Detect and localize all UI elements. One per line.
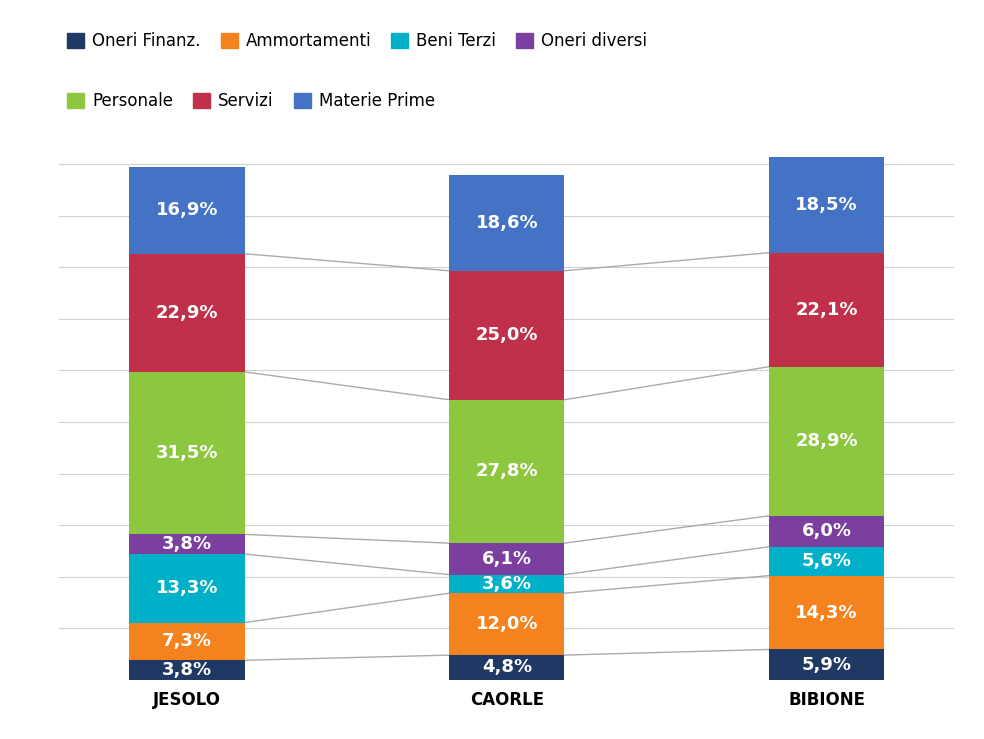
Bar [450,175,565,270]
Text: 28,9%: 28,9% [795,432,858,450]
Text: 12,0%: 12,0% [475,615,538,633]
Text: 18,5%: 18,5% [795,196,858,214]
Text: 16,9%: 16,9% [155,201,218,219]
Bar [130,660,245,680]
Text: 22,1%: 22,1% [795,301,858,319]
Text: 31,5%: 31,5% [155,444,218,462]
Bar [130,554,245,623]
Bar [769,157,885,253]
Bar [769,253,885,367]
Text: 5,9%: 5,9% [802,655,851,674]
Legend: Personale, Servizi, Materie Prime: Personale, Servizi, Materie Prime [67,92,435,110]
Text: 18,6%: 18,6% [475,214,538,232]
Bar [450,270,565,400]
Text: 3,8%: 3,8% [162,661,212,679]
Bar [130,166,245,253]
Bar [450,655,565,680]
Bar [130,372,245,534]
Bar [769,367,885,516]
Bar [769,576,885,650]
Bar [130,623,245,660]
Bar [450,593,565,655]
Bar [450,400,565,543]
Text: 7,3%: 7,3% [162,633,212,650]
Text: 3,8%: 3,8% [162,535,212,554]
Bar [130,253,245,372]
Text: 4,8%: 4,8% [482,658,531,676]
Bar [450,575,565,593]
Text: 6,0%: 6,0% [802,522,851,540]
Bar [769,516,885,547]
Text: 6,1%: 6,1% [482,550,531,568]
Bar [769,547,885,576]
Bar [130,534,245,554]
Text: 14,3%: 14,3% [795,604,858,621]
Text: 22,9%: 22,9% [155,304,218,321]
Text: 13,3%: 13,3% [155,579,218,597]
Text: 27,8%: 27,8% [475,463,538,480]
Bar [450,543,565,575]
Bar [769,650,885,680]
Text: 5,6%: 5,6% [802,552,851,571]
Text: 3,6%: 3,6% [482,575,531,593]
Text: 25,0%: 25,0% [475,326,538,344]
